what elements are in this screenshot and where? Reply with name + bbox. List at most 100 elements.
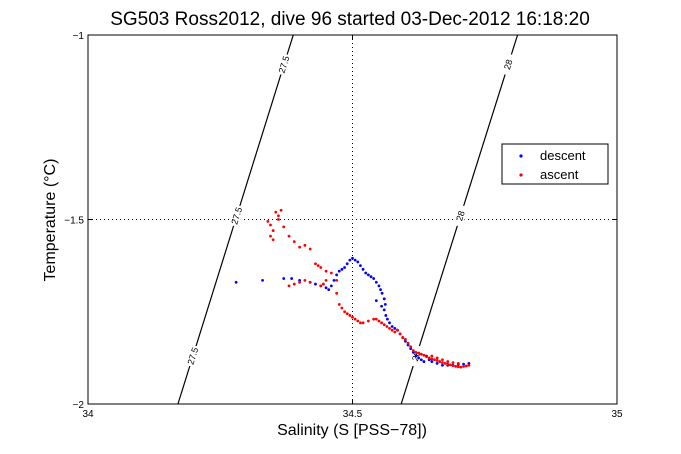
point-descent <box>384 314 388 317</box>
point-ascent <box>462 364 465 368</box>
point-ascent <box>348 314 352 317</box>
point-ascent <box>292 282 296 286</box>
point-ascent <box>274 210 278 214</box>
point-descent <box>369 275 373 279</box>
point-ascent <box>372 317 376 321</box>
point-ascent <box>446 360 450 363</box>
point-descent <box>332 278 336 282</box>
contour-label-1-0: 28 <box>502 58 515 71</box>
point-ascent <box>388 326 391 330</box>
point-descent <box>393 326 397 330</box>
point-ascent <box>406 341 410 345</box>
point-ascent <box>446 362 450 366</box>
point-descent <box>430 360 434 363</box>
point-descent <box>380 304 383 308</box>
point-descent <box>422 360 426 363</box>
point-ascent <box>356 319 360 323</box>
point-descent <box>441 363 444 367</box>
point-ascent <box>427 356 431 360</box>
contour-label-bg <box>188 346 197 367</box>
point-ascent <box>398 332 402 336</box>
point-descent <box>348 258 352 262</box>
point-descent <box>380 291 384 295</box>
point-ascent <box>351 315 354 319</box>
point-descent <box>364 271 368 275</box>
point-ascent <box>298 280 301 284</box>
point-descent <box>329 284 333 288</box>
point-ascent <box>345 312 349 315</box>
point-ascent <box>409 345 413 349</box>
point-ascent <box>425 355 428 359</box>
point-ascent <box>329 271 333 275</box>
point-ascent <box>454 364 458 368</box>
point-ascent <box>308 280 312 284</box>
axis-ticks: 34 34.5 35 −1 −1.5 −2 <box>64 31 623 420</box>
contour-label-1-1: 28 <box>454 210 467 223</box>
point-ascent <box>433 358 436 362</box>
contour-label-0-0: 27.5 <box>277 55 292 75</box>
point-descent <box>419 358 423 362</box>
point-ascent <box>335 291 339 295</box>
point-descent <box>314 282 317 286</box>
point-ascent <box>438 360 442 363</box>
point-ascent <box>277 214 280 218</box>
point-ascent <box>414 350 418 354</box>
point-descent <box>290 277 294 280</box>
point-ascent <box>287 284 291 288</box>
point-descent <box>335 273 339 277</box>
point-ascent <box>337 302 341 306</box>
point-ascent <box>435 356 439 360</box>
point-descent <box>374 280 378 284</box>
point-ascent <box>303 243 307 247</box>
point-descent <box>382 308 386 312</box>
point-ascent <box>343 310 346 314</box>
point-descent <box>361 267 365 271</box>
legend-marker-descent <box>519 154 523 158</box>
point-ascent <box>279 208 283 212</box>
point-ascent <box>451 361 455 365</box>
point-ascent <box>456 365 460 369</box>
point-ascent <box>324 269 328 273</box>
point-ascent <box>377 319 381 323</box>
legend-box <box>501 143 609 185</box>
point-descent <box>435 362 439 365</box>
legend: descent ascent <box>501 143 609 185</box>
x-axis-label: Salinity (S [PSS−78]) <box>277 422 427 439</box>
point-ascent <box>422 353 426 357</box>
point-ascent <box>271 229 275 232</box>
point-descent <box>386 317 389 321</box>
point-ascent <box>396 328 399 332</box>
point-ascent <box>380 321 383 325</box>
point-descent <box>351 256 354 260</box>
point-descent <box>324 286 328 290</box>
point-ascent <box>411 349 415 352</box>
y-tick-label: −1 <box>73 31 85 42</box>
point-descent <box>383 302 387 306</box>
point-ascent <box>316 264 320 268</box>
point-ascent <box>353 317 357 321</box>
point-ascent <box>404 338 407 341</box>
point-ascent <box>443 362 447 365</box>
point-ascent <box>464 364 468 368</box>
point-ascent <box>298 245 301 249</box>
contour-label-bg <box>280 54 289 75</box>
point-descent <box>379 288 382 292</box>
point-ascent <box>435 359 439 362</box>
point-ascent <box>269 234 272 238</box>
point-ascent <box>335 278 339 282</box>
legend-label-descent: descent <box>540 148 586 163</box>
point-ascent <box>324 278 328 282</box>
point-ascent <box>419 352 423 356</box>
point-descent <box>261 278 264 282</box>
point-ascent <box>374 317 378 321</box>
point-ascent <box>393 330 397 334</box>
data-points <box>234 208 471 369</box>
point-ascent <box>456 362 460 365</box>
point-ascent <box>448 363 452 367</box>
point-ascent <box>382 323 386 327</box>
point-descent <box>345 262 349 266</box>
point-ascent <box>292 240 296 244</box>
x-tick-label: 34 <box>82 409 94 420</box>
point-ascent <box>430 354 434 358</box>
point-ascent <box>282 225 286 229</box>
